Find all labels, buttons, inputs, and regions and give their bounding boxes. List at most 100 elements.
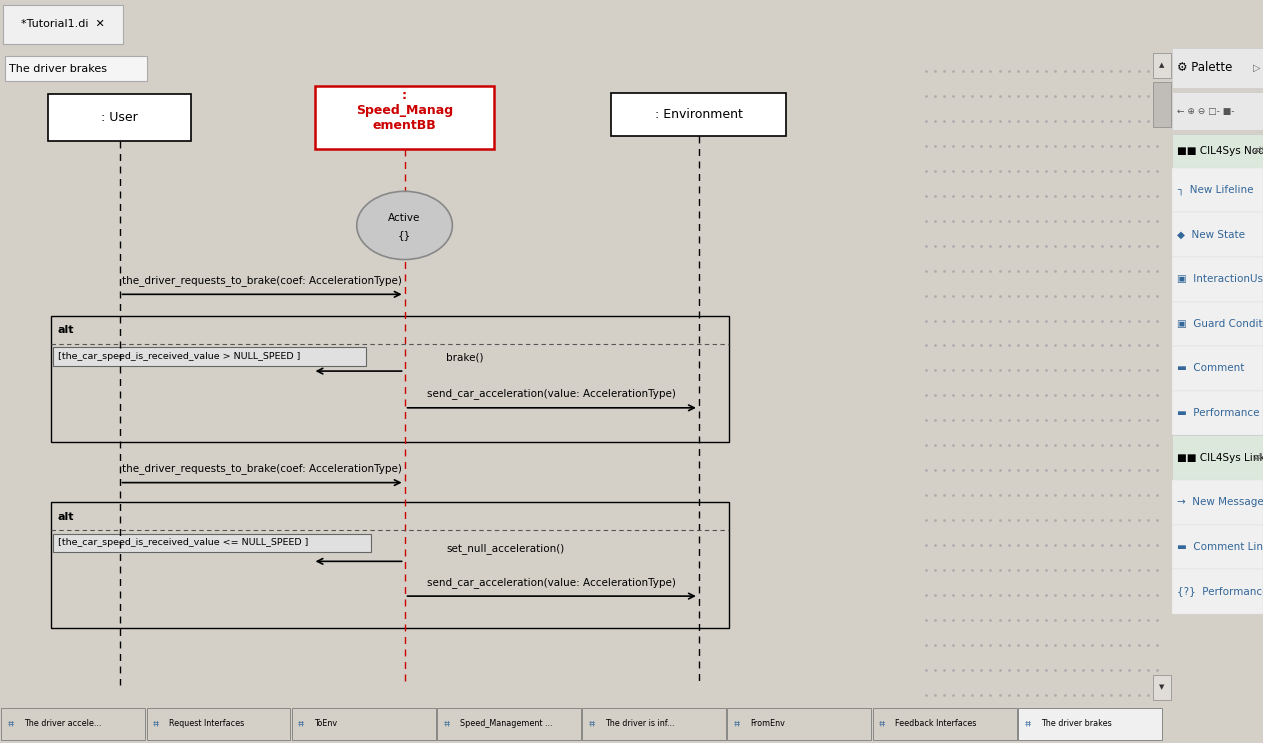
Point [933, 663, 954, 675]
Point [1074, 290, 1094, 302]
Text: ‡‡: ‡‡ [734, 721, 741, 727]
Point [1119, 639, 1139, 651]
Point [1027, 464, 1047, 476]
Text: [the_car_speed_is_received_value <= NULL_SPEED ]: [the_car_speed_is_received_value <= NULL… [58, 539, 308, 548]
Point [916, 265, 936, 276]
Point [943, 589, 964, 601]
Point [916, 240, 936, 252]
Point [916, 165, 936, 177]
Point [989, 240, 1009, 252]
Point [933, 514, 954, 526]
Point [943, 639, 964, 651]
Point [1119, 90, 1139, 102]
Point [1027, 65, 1047, 77]
Point [1119, 663, 1139, 675]
Point [1055, 90, 1075, 102]
Point [1147, 389, 1167, 401]
Point [971, 439, 991, 451]
Point [1017, 340, 1037, 351]
Point [1017, 639, 1037, 651]
Point [1063, 65, 1084, 77]
Point [989, 389, 1009, 401]
Point [943, 215, 964, 227]
Point [1101, 340, 1122, 351]
Point [980, 614, 1000, 626]
FancyBboxPatch shape [3, 5, 123, 45]
Point [1017, 290, 1037, 302]
Point [952, 663, 973, 675]
Point [989, 689, 1009, 701]
Point [1027, 439, 1047, 451]
Point [1119, 340, 1139, 351]
Point [971, 290, 991, 302]
Point [980, 464, 1000, 476]
Point [980, 439, 1000, 451]
Point [1074, 65, 1094, 77]
Point [1101, 190, 1122, 202]
Point [1138, 90, 1158, 102]
Point [1110, 689, 1130, 701]
Point [1110, 140, 1130, 152]
Point [1129, 689, 1149, 701]
Point [925, 489, 945, 501]
Point [1138, 564, 1158, 576]
Point [952, 365, 973, 377]
Point [925, 215, 945, 227]
Point [943, 464, 964, 476]
Point [1110, 564, 1130, 576]
FancyBboxPatch shape [53, 533, 370, 552]
Point [961, 689, 981, 701]
Point [933, 314, 954, 326]
Point [1138, 663, 1158, 675]
Point [980, 215, 1000, 227]
Point [1129, 314, 1149, 326]
Point [943, 663, 964, 675]
Point [999, 514, 1019, 526]
Point [1074, 215, 1094, 227]
Point [1147, 115, 1167, 127]
Point [952, 564, 973, 576]
Point [1110, 439, 1130, 451]
Point [1027, 314, 1047, 326]
Point [999, 190, 1019, 202]
Point [961, 564, 981, 576]
Point [1074, 140, 1094, 152]
Point [943, 365, 964, 377]
Point [980, 489, 1000, 501]
Text: ementBB: ementBB [373, 119, 437, 132]
Point [1008, 290, 1028, 302]
Point [943, 90, 964, 102]
Point [1147, 65, 1167, 77]
Point [1027, 689, 1047, 701]
Point [1082, 340, 1103, 351]
Point [1138, 464, 1158, 476]
Point [933, 190, 954, 202]
Point [1055, 340, 1075, 351]
Text: Active: Active [389, 212, 421, 223]
Text: ⚙ Palette: ⚙ Palette [1177, 62, 1231, 74]
Point [916, 689, 936, 701]
Point [1147, 365, 1167, 377]
Point [1129, 564, 1149, 576]
Point [999, 539, 1019, 551]
Point [1063, 539, 1084, 551]
Point [961, 389, 981, 401]
Point [1091, 314, 1111, 326]
Point [943, 140, 964, 152]
Point [1119, 439, 1139, 451]
Point [989, 663, 1009, 675]
Point [952, 314, 973, 326]
Point [1055, 265, 1075, 276]
Text: ◆  New State: ◆ New State [1177, 230, 1244, 240]
Point [961, 365, 981, 377]
Point [999, 589, 1019, 601]
Point [916, 65, 936, 77]
Point [1101, 439, 1122, 451]
Point [916, 290, 936, 302]
Point [1046, 663, 1066, 675]
Point [1110, 165, 1130, 177]
Point [1147, 539, 1167, 551]
Point [1046, 489, 1066, 501]
Point [1091, 240, 1111, 252]
Point [999, 165, 1019, 177]
